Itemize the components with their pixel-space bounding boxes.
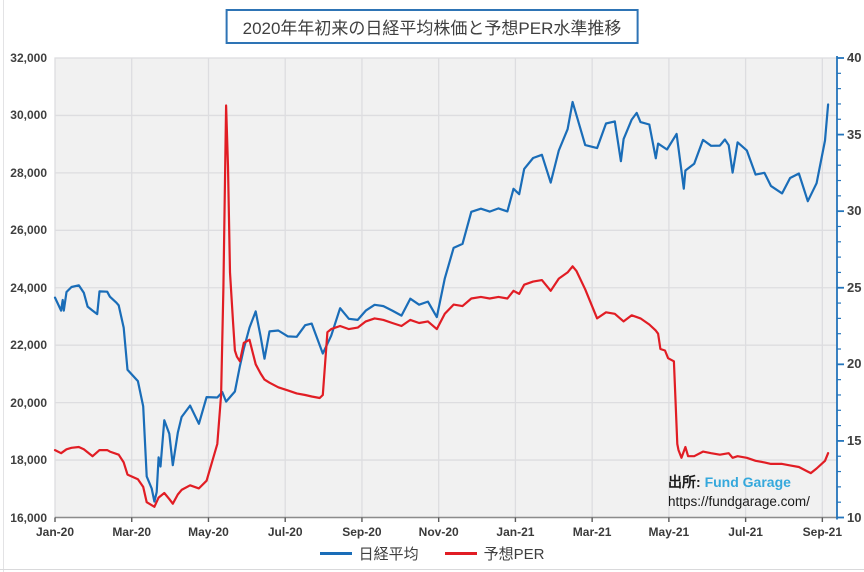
y-left-tick-label: 32,000 [10, 51, 47, 65]
x-axis-tick-label: Jan-21 [496, 524, 535, 539]
chart-title: 2020年年初来の日経平均株価と予想PER水準推移 [225, 9, 639, 44]
x-axis-tick-label: May-20 [188, 524, 229, 539]
source-attribution: 出所: Fund Garage https://fundgarage.com/ [668, 472, 810, 512]
y-right-tick-label: 40 [847, 50, 862, 65]
y-left-tick-label: 30,000 [10, 108, 47, 123]
x-axis-tick-label: Mar-20 [112, 524, 152, 539]
nikkei-line-swatch [319, 552, 352, 555]
y-right-tick-label: 20 [847, 356, 862, 372]
y-left-tick-label: 26,000 [10, 223, 47, 238]
y-left-tick-label: 28,000 [10, 165, 47, 180]
y-left-tick-label: 22,000 [10, 338, 47, 353]
legend-label-nikkei: 日経平均 [358, 546, 419, 563]
y-right-tick-label: 10 [847, 509, 862, 525]
y-right-tick-label: 25 [847, 279, 862, 295]
y-left-tick-label: 24,000 [10, 280, 47, 295]
window-edge-bottom [0, 569, 864, 570]
y-left-tick-label: 16,000 [10, 510, 47, 525]
source-brand: Fund Garage [704, 474, 791, 490]
x-axis-tick-label: Mar-21 [572, 524, 612, 539]
legend-item-per: 予想PER [444, 543, 545, 564]
x-axis-tick-label: May-21 [648, 524, 690, 539]
y-left-tick-label: 18,000 [10, 453, 47, 468]
y-right-tick-label: 30 [847, 203, 862, 219]
y-right-tick-label: 15 [847, 432, 862, 448]
x-axis-tick-label: Jul-21 [728, 524, 763, 539]
source-url[interactable]: https://fundgarage.com/ [668, 494, 810, 509]
nikkei-line [53, 100, 830, 503]
x-axis-tick-label: Jul-20 [267, 524, 303, 539]
y-right-tick-label: 35 [847, 126, 862, 142]
x-axis-tick-label: Nov-20 [418, 524, 459, 539]
legend: 日経平均 予想PER [0, 543, 864, 564]
per-line [53, 104, 830, 508]
x-axis-tick-label: Jan-20 [35, 524, 75, 539]
x-axis-tick-label: Sep-21 [802, 524, 843, 539]
source-prefix: 出所: [668, 474, 701, 490]
window-edge-left [3, 0, 4, 572]
legend-item-nikkei: 日経平均 [319, 543, 419, 564]
source-line: 出所: Fund Garage [668, 472, 810, 492]
y-left-tick-label: 20,000 [10, 395, 47, 410]
per-line-swatch [444, 552, 477, 555]
x-axis-tick-label: Sep-20 [342, 524, 382, 539]
legend-label-per: 予想PER [483, 546, 545, 563]
